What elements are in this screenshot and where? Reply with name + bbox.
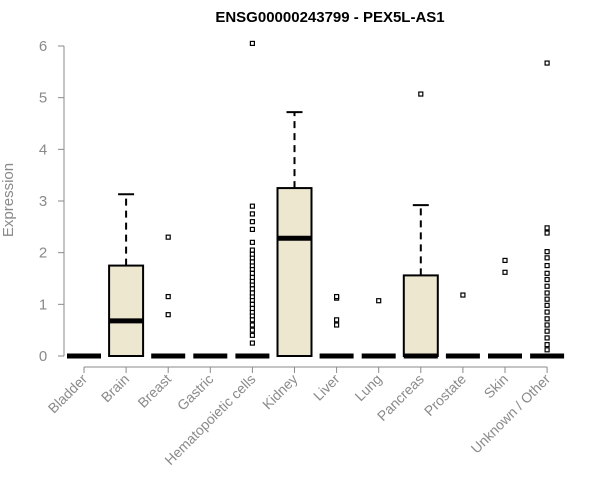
y-tick-label: 1: [39, 296, 47, 313]
x-tick-label: Prostate: [421, 371, 469, 419]
outlier-point: [544, 60, 550, 66]
outlier-point: [544, 262, 550, 269]
y-tick-label: 0: [39, 348, 47, 365]
box-brain: [108, 193, 145, 358]
outlier-point: [249, 322, 255, 328]
outlier-point: [249, 226, 255, 233]
outlier-point: [544, 276, 550, 283]
box-group: [67, 40, 565, 359]
outlier-point: [544, 309, 550, 315]
outlier-point: [418, 91, 424, 97]
outlier-point: [460, 292, 466, 298]
y-tick-label: 4: [39, 141, 47, 158]
outlier-point: [544, 316, 550, 322]
outlier-point: [165, 293, 171, 300]
outlier-point: [249, 219, 255, 225]
x-tick-label: Skin: [481, 371, 512, 402]
outlier-point: [544, 249, 550, 255]
outlier-point: [544, 290, 550, 296]
x-tick-label: Brain: [98, 371, 132, 405]
outlier-point: [544, 302, 550, 308]
x-tick-label: Liver: [310, 371, 343, 404]
box-liver: [319, 293, 354, 359]
outlier-point: [249, 270, 255, 276]
outlier-point: [249, 332, 255, 338]
box-iqr: [108, 264, 145, 358]
outlier-point: [249, 211, 255, 217]
chart-title: ENSG00000243799 - PEX5L-AS1: [215, 9, 444, 26]
outlier-point: [249, 327, 255, 333]
outlier-point: [249, 40, 255, 47]
outlier-point: [544, 328, 550, 334]
outlier-point: [502, 269, 508, 275]
outlier-point: [544, 283, 550, 289]
outlier-point: [249, 251, 255, 257]
box-prostate: [445, 292, 480, 359]
outlier-point: [249, 247, 255, 253]
y-axis: 0 1 2 3 4 5 6: [39, 38, 65, 365]
outlier-point: [249, 259, 255, 265]
x-tick-label: Breast: [134, 371, 174, 411]
outlier-point: [544, 335, 550, 341]
box-hematopoietic-cells: [235, 40, 270, 359]
y-tick-label: 5: [39, 90, 47, 107]
outlier-point: [544, 255, 550, 261]
x-tick-label: Lung: [351, 371, 384, 404]
outlier-point: [334, 317, 340, 323]
x-tick-label: Unknown / Other: [468, 371, 554, 457]
box-iqr: [276, 187, 313, 357]
outlier-point: [249, 203, 255, 209]
outlier-point: [249, 286, 255, 292]
y-axis-label: Expression: [0, 163, 17, 237]
outlier-point: [249, 340, 255, 346]
box-lung: [361, 298, 396, 359]
outlier-point: [544, 322, 550, 328]
box-breast: [151, 234, 186, 359]
outlier-point: [249, 305, 255, 312]
box-pancreas: [402, 91, 439, 359]
outlier-point: [544, 270, 550, 276]
outlier-point: [249, 239, 255, 245]
box-kidney: [276, 111, 313, 357]
box-unknown-other: [530, 60, 565, 359]
outlier-point: [249, 301, 255, 307]
outlier-point: [544, 296, 550, 302]
outlier-point: [249, 274, 255, 281]
box-skin: [488, 257, 522, 359]
outlier-point: [249, 290, 255, 296]
outlier-point: [544, 225, 550, 231]
outlier-point: [544, 342, 550, 348]
x-tick-label: Pancreas: [374, 371, 427, 424]
outlier-point: [544, 347, 550, 353]
x-tick-label: Bladder: [45, 371, 91, 417]
outlier-point: [165, 234, 171, 240]
outlier-point: [376, 298, 382, 304]
y-tick-label: 3: [39, 193, 47, 210]
box-iqr: [402, 274, 439, 357]
outlier-point: [249, 317, 255, 323]
outlier-point: [502, 257, 508, 264]
x-tick-label: Kidney: [259, 371, 301, 413]
outlier-point: [544, 230, 550, 236]
y-tick-label: 2: [39, 245, 47, 262]
y-tick-label: 6: [39, 38, 47, 55]
outlier-point: [334, 293, 340, 300]
outlier-point: [165, 312, 171, 318]
outlier-point: [334, 322, 340, 328]
